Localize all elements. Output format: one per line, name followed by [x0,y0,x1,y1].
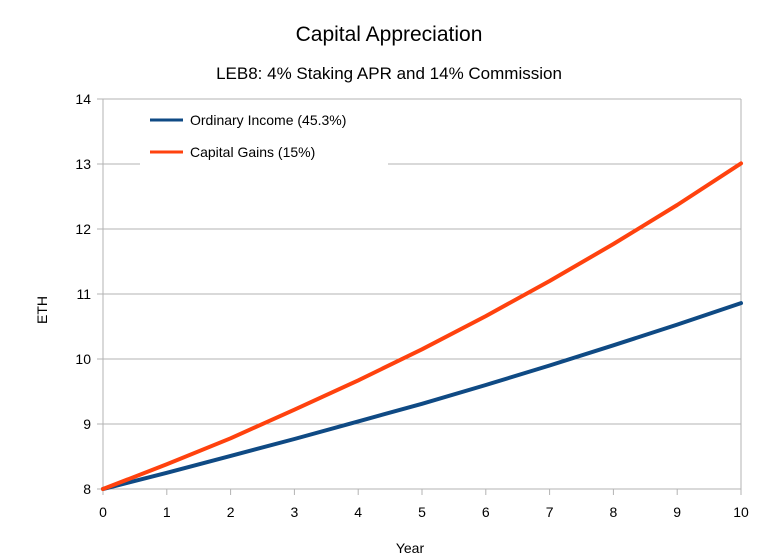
y-tick-label-3: 11 [76,286,91,302]
y-tick-label-2: 10 [75,351,91,367]
series-line-0 [101,301,743,491]
x-axis-label: Year [396,540,425,556]
series-line-1 [101,161,743,491]
y-tick-label-6: 14 [75,91,91,107]
y-tick-label-5: 13 [75,156,91,172]
x-tick-label-9: 9 [673,504,681,520]
x-tick-label-10: 10 [733,504,749,520]
y-tick-label-1: 9 [83,416,91,432]
x-tick-label-6: 6 [482,504,490,520]
legend-box [140,104,388,168]
x-tick-label-7: 7 [546,504,554,520]
y-axis-label: ETH [34,296,50,324]
x-tick-label-5: 5 [418,504,426,520]
x-tick-label-0: 0 [99,504,107,520]
legend-label-1: Capital Gains (15%) [190,144,315,160]
y-tick-label-0: 8 [83,481,91,497]
y-tick-label-4: 12 [75,221,91,237]
legend: Ordinary Income (45.3%) Capital Gains (15… [140,104,388,168]
x-tick-label-8: 8 [610,504,618,520]
chart-title: Capital Appreciation [296,23,483,46]
x-tick-label-2: 2 [227,504,235,520]
x-tick-label-4: 4 [354,504,362,520]
series-lines [101,161,743,491]
chart-subtitle: LEB8: 4% Staking APR and 14% Commission [216,64,562,83]
x-tick-label-1: 1 [163,504,171,520]
x-tick-label-3: 3 [291,504,299,520]
legend-label-0: Ordinary Income (45.3%) [190,112,346,128]
